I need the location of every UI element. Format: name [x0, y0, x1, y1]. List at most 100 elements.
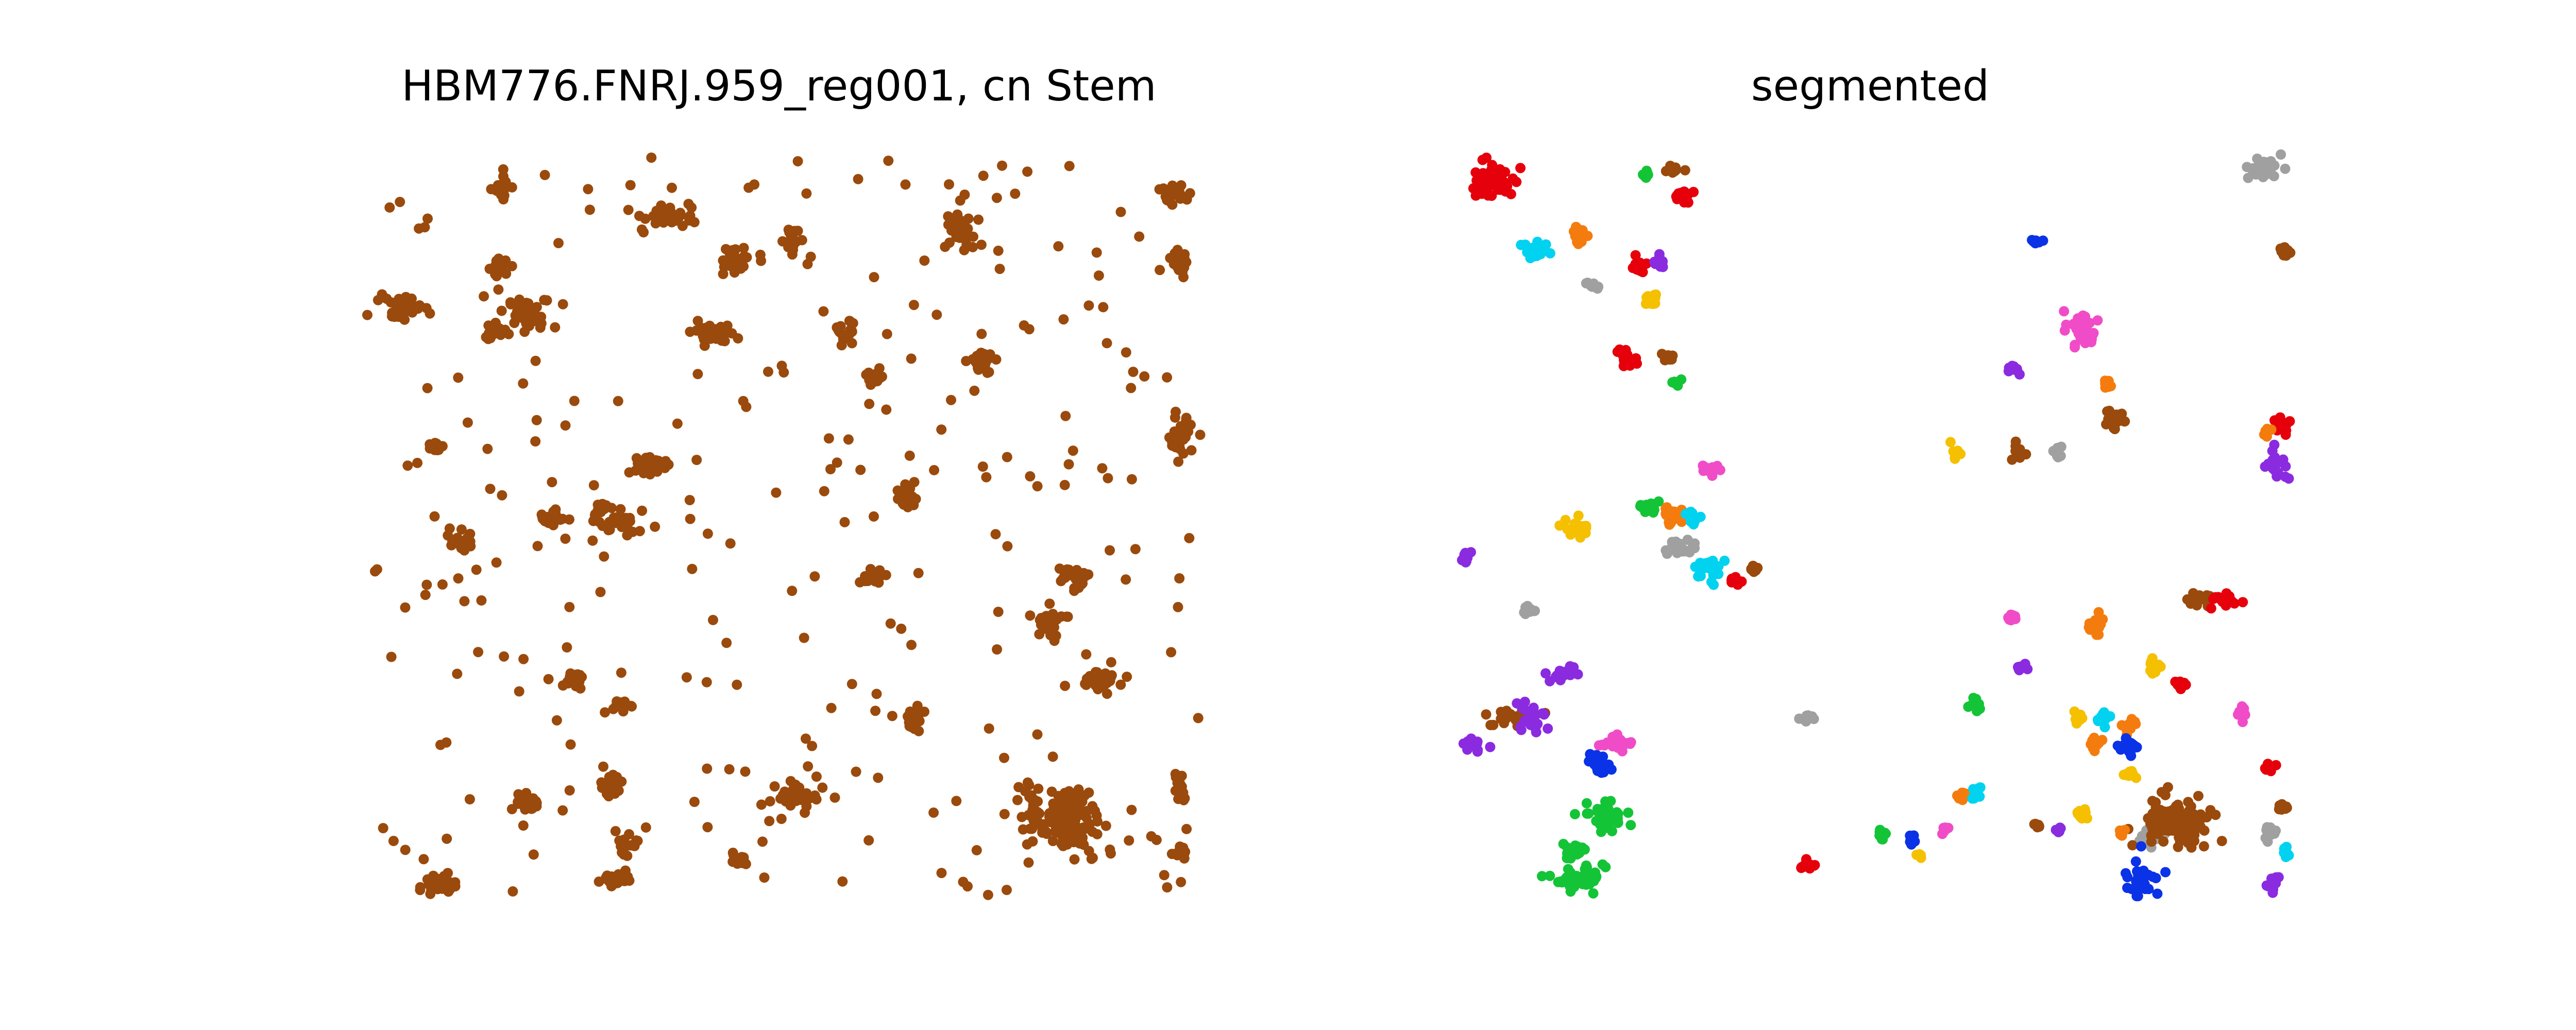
- scatter-point: [2198, 841, 2209, 852]
- scatter-point: [400, 602, 411, 613]
- scatter-point: [887, 711, 897, 722]
- scatter-point: [2125, 737, 2136, 748]
- scatter-point: [501, 268, 512, 279]
- scatter-point: [1800, 859, 1810, 870]
- scatter-point: [617, 847, 628, 858]
- scatter-point: [535, 322, 546, 333]
- scatter-point: [495, 257, 505, 268]
- scatter-point: [1087, 827, 1098, 837]
- scatter-point: [421, 579, 432, 590]
- scatter-point: [422, 213, 433, 224]
- scatter-point: [1577, 225, 1588, 236]
- scatter-point: [667, 182, 677, 193]
- scatter-point: [2278, 454, 2289, 465]
- scatter-point: [622, 522, 633, 533]
- scatter-point: [837, 876, 848, 887]
- scatter-point: [823, 433, 834, 444]
- scatter-point: [1874, 830, 1885, 841]
- scatter-point: [1124, 835, 1134, 846]
- scatter-point: [851, 766, 861, 777]
- scatter-point: [665, 202, 675, 213]
- scatter-point: [1086, 853, 1097, 864]
- scatter-point: [1081, 649, 1092, 660]
- scatter-point: [791, 796, 801, 806]
- scatter-point: [792, 156, 803, 167]
- scatter-point: [1719, 555, 1730, 566]
- scatter-point: [1186, 445, 1197, 456]
- scatter-point: [483, 334, 494, 345]
- scatter-point: [2119, 769, 2129, 780]
- scatter-point: [1033, 783, 1044, 794]
- scatter-point: [951, 796, 962, 806]
- scatter-point: [2048, 445, 2059, 456]
- scatter-point: [1603, 737, 1614, 748]
- scatter-point: [1098, 302, 1109, 313]
- scatter-point: [976, 329, 987, 339]
- scatter-point: [1064, 786, 1074, 797]
- scatter-point: [1730, 572, 1741, 582]
- scatter-point: [1069, 586, 1079, 596]
- scatter-point: [2127, 840, 2138, 851]
- scatter-point: [997, 160, 1007, 171]
- scatter-point: [721, 324, 732, 335]
- scatter-point: [2191, 817, 2201, 828]
- scatter-point: [839, 517, 850, 527]
- scatter-point: [1166, 849, 1177, 860]
- scatter-point: [1599, 801, 1610, 812]
- scatter-point: [825, 464, 836, 474]
- scatter-point: [1671, 191, 1682, 202]
- scatter-point: [1081, 679, 1092, 690]
- scatter-point: [640, 822, 651, 833]
- scatter-point: [672, 418, 683, 429]
- scatter-point: [968, 231, 978, 242]
- scatter-point: [1519, 607, 1530, 618]
- scatter-point: [560, 534, 571, 544]
- scatter-point: [1715, 465, 1725, 475]
- scatter-point: [864, 399, 875, 409]
- scatter-point: [1590, 867, 1601, 878]
- scatter-point: [1567, 875, 1578, 885]
- scatter-point: [2012, 365, 2023, 376]
- scatter-point: [2275, 417, 2286, 428]
- scatter-point: [619, 834, 630, 845]
- scatter-point: [420, 590, 431, 600]
- scatter-point: [969, 385, 980, 396]
- scatter-point: [1173, 249, 1184, 260]
- scatter-point: [1067, 445, 1078, 456]
- scatter-point: [1155, 265, 1165, 276]
- scatter-point: [738, 243, 749, 253]
- scatter-point: [2160, 824, 2171, 835]
- scatter-point: [637, 505, 648, 516]
- scatter-point: [1176, 877, 1187, 887]
- scatter-point: [615, 504, 626, 514]
- scatter-point: [2061, 319, 2072, 330]
- scatter-point: [906, 722, 917, 732]
- scatter-point: [912, 700, 923, 711]
- scatter-point: [1515, 163, 1526, 174]
- scatter-point: [729, 267, 740, 278]
- scatter-point: [2180, 830, 2191, 841]
- scatter-point: [913, 568, 924, 578]
- scatter-point: [1545, 870, 1555, 881]
- scatter-point: [1687, 541, 1698, 552]
- scatter-point: [1537, 871, 1547, 882]
- scatter-point: [993, 607, 1004, 617]
- scatter-point: [1174, 440, 1184, 451]
- scatter-point: [2089, 746, 2100, 757]
- scatter-point: [1063, 564, 1074, 575]
- scatter-point: [1063, 459, 1074, 470]
- scatter-point: [371, 564, 382, 575]
- scatter-point: [844, 329, 854, 340]
- scatter-point: [959, 245, 970, 255]
- scatter-point: [482, 443, 493, 454]
- scatter-point: [584, 204, 595, 215]
- scatter-point: [1543, 723, 1553, 734]
- scatter-point: [1062, 816, 1073, 827]
- scatter-point: [384, 202, 395, 213]
- scatter-point: [1091, 247, 1102, 258]
- scatter-point: [708, 614, 718, 625]
- scatter-point: [771, 487, 782, 498]
- scatter-point: [1584, 756, 1595, 767]
- scatter-point: [599, 551, 609, 562]
- scatter-point: [528, 849, 539, 860]
